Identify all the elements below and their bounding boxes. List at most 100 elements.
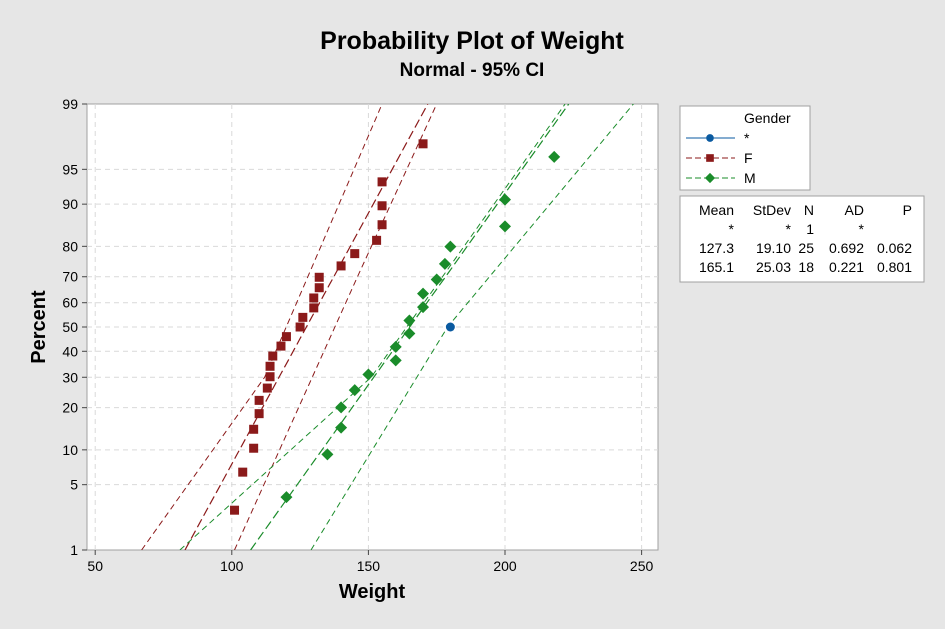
table-cell: 25 [798,240,814,256]
point-f [230,505,240,515]
ci-upper-M [179,104,566,550]
table-header: StDev [753,202,791,218]
point-m [403,314,416,327]
point-f [418,139,428,149]
y-tick-label: 10 [62,442,78,458]
ci-upper-F [141,104,383,550]
x-tick-label: 250 [630,558,654,574]
y-tick-label: 99 [62,96,78,112]
point-f [314,272,324,282]
table-cell: 0.062 [877,240,912,256]
point-f [336,261,346,271]
axis-ticks: 50 100 150 200 250 1 5 10 20 30 40 50 60 70 80 90 95 99 [62,96,653,574]
stats-table-cells: Mean StDev N AD P * * 1 * 127.3 19.10 25 0.692 0.062 1… [699,202,912,275]
table-cell: 0.221 [829,259,864,275]
point-m [335,401,348,414]
point-m [362,368,375,381]
grid [87,104,658,550]
x-tick-label: 100 [220,558,244,574]
legend-label-f: F [744,150,753,166]
point-f [268,351,278,361]
point-m [417,301,430,314]
plot-area [86,103,659,551]
point-m [438,257,451,270]
table-header: P [903,202,912,218]
legend-entries: * FM [686,130,756,186]
point-m [321,448,334,461]
point-m [389,354,402,367]
point-missing [445,322,455,332]
y-tick-label: 5 [70,477,78,493]
point-f [265,372,275,382]
point-m [417,287,430,300]
legend-title: Gender [744,110,791,126]
legend-marker-f [706,154,714,162]
point-f [249,443,259,453]
point-f [298,312,308,322]
point-f [281,332,291,342]
point-f [276,341,286,351]
point-m [403,327,416,340]
y-tick-label: 40 [62,343,78,359]
legend-marker-missing [706,134,714,142]
y-tick-label: 50 [62,319,78,335]
fit-line-M [250,104,570,550]
point-m [548,150,561,163]
point-m [444,240,457,253]
legend: Gender * FM [679,105,811,191]
legend-marker-m [704,172,716,184]
point-m [335,421,348,434]
point-m [389,340,402,353]
y-tick-label: 20 [62,400,78,416]
point-m [499,220,512,233]
table-cell: * [786,221,792,237]
point-m [430,273,443,286]
stats-table: Mean StDev N AD P * * 1 * 127.3 19.10 25 0.692 0.062 1… [679,195,925,283]
legend-box [679,105,811,191]
point-f [372,235,382,245]
point-f [377,177,387,187]
point-f [254,409,264,419]
point-f [314,283,324,293]
y-axis-label: Percent [28,290,50,364]
table-header: AD [845,202,864,218]
table-cell: 18 [798,259,814,275]
x-axis-label: Weight [339,581,406,603]
point-m [499,193,512,206]
point-m [348,384,361,397]
point-f [249,424,259,434]
y-tick-label: 80 [62,238,78,254]
table-header: Mean [699,202,734,218]
point-f [350,249,360,259]
table-cell: 0.692 [829,240,864,256]
stats-table-box [679,195,925,283]
point-f [309,293,319,303]
y-tick-label: 60 [62,295,78,311]
point-f [309,303,319,313]
x-tick-label: 150 [357,558,381,574]
point-f [377,201,387,211]
x-tick-label: 200 [493,558,517,574]
chart-title: Probability Plot of Weight [320,27,624,55]
table-cell: 165.1 [699,259,734,275]
table-cell: 19.10 [756,240,791,256]
legend-label-m: M [744,170,756,186]
y-tick-label: 30 [62,369,78,385]
point-f [254,395,264,405]
table-cell: 25.03 [756,259,791,275]
table-cell: * [859,221,865,237]
table-cell: 127.3 [699,240,734,256]
x-tick-label: 50 [87,558,103,574]
table-header: N [804,202,814,218]
legend-label-missing: * [744,130,750,146]
point-f [295,322,305,332]
data-points [230,139,561,515]
table-cell: 1 [806,221,814,237]
y-tick-label: 70 [62,269,78,285]
point-f [265,361,275,371]
chart-subtitle: Normal - 95% CI [400,60,545,81]
point-m [280,491,293,504]
table-cell: 0.801 [877,259,912,275]
y-tick-label: 90 [62,196,78,212]
